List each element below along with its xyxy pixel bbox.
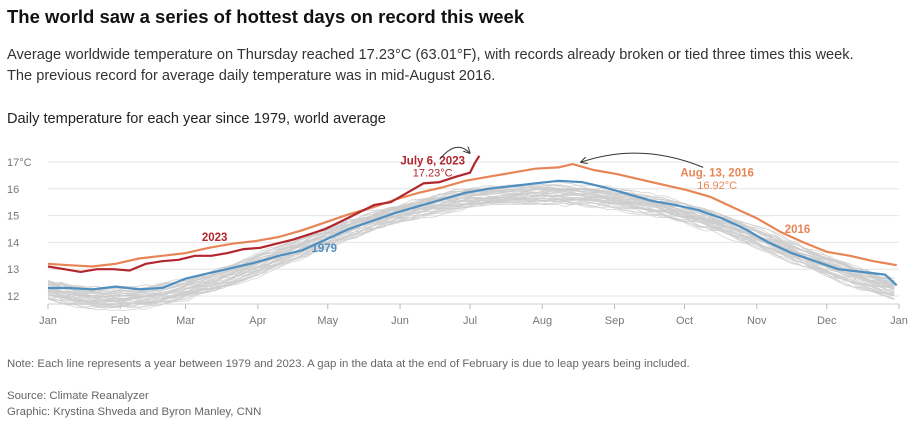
source-line: Source: Climate Reanalyzer — [7, 390, 149, 402]
series-label-2016: 2016 — [785, 224, 811, 236]
annotation-2023-value: 17.23°C — [413, 168, 453, 180]
annotation-arrow-2023 — [439, 147, 470, 160]
chart-note: Note: Each line represents a year betwee… — [7, 358, 690, 370]
x-tick-label: Aug — [532, 315, 552, 327]
x-tick-label: Mar — [176, 315, 195, 327]
x-tick-label: Jun — [391, 315, 409, 327]
x-tick-label: Feb — [111, 315, 130, 327]
historical-years-lines — [47, 181, 895, 312]
annotation-arrow-2016 — [582, 152, 704, 168]
historical-year-line — [47, 181, 895, 292]
historical-year-line — [47, 199, 895, 312]
historical-year-line — [47, 187, 895, 296]
historical-year-line — [47, 187, 895, 295]
historical-year-line — [47, 202, 895, 308]
x-tick-label: Jan — [890, 315, 908, 327]
y-tick-label: 16 — [7, 184, 19, 196]
subtitle-line-2: The previous record for average daily te… — [7, 68, 496, 84]
series-line-2016 — [47, 163, 897, 268]
chart-title: Daily temperature for each year since 19… — [7, 111, 386, 127]
series-label-1979: 1979 — [311, 243, 337, 255]
highlight-series-lines — [47, 155, 898, 291]
series-label-2023: 2023 — [202, 232, 228, 244]
historical-year-line — [47, 199, 895, 307]
y-tick-label: 13 — [7, 264, 19, 276]
x-tick-label: Dec — [817, 315, 837, 327]
x-tick-label: Sep — [605, 315, 625, 327]
x-tick-label: Apr — [249, 315, 266, 327]
x-tick-label: May — [317, 315, 338, 327]
subtitle: Average worldwide temperature on Thursda… — [7, 45, 912, 87]
x-tick-label: Oct — [676, 315, 693, 327]
historical-year-line — [47, 195, 895, 306]
subtitle-line-1: Average worldwide temperature on Thursda… — [7, 47, 854, 63]
grid-layer: 17°C 16 15 14 13 12 Jan Feb Mar Apr May Jun Jul Aug Se… — [7, 157, 908, 327]
page-title: The world saw a series of hottest days o… — [7, 6, 525, 27]
x-tick-label: Jan — [39, 315, 57, 327]
series-line-1979 — [48, 179, 898, 291]
historical-year-line — [47, 194, 895, 304]
series-line-2023 — [47, 155, 481, 273]
annotation-2016-value: 16.92°C — [697, 180, 737, 192]
annotation-2023-date: July 6, 2023 — [400, 156, 465, 168]
y-tick-label: 15 — [7, 211, 19, 223]
y-tick-label: 12 — [7, 291, 19, 303]
historical-year-line — [47, 194, 895, 305]
y-tick-label: 14 — [7, 237, 19, 249]
y-tick-label: 17°C — [7, 157, 32, 169]
x-tick-label: Jul — [463, 315, 477, 327]
x-tick-label: Nov — [747, 315, 767, 327]
credit-line: Graphic: Krystina Shveda and Byron Manle… — [7, 406, 262, 418]
temperature-line-chart: 17°C 16 15 14 13 12 Jan Feb Mar Apr May Jun Jul Aug Se… — [7, 140, 908, 327]
annotation-2016-date: Aug. 13, 2016 — [680, 168, 754, 180]
